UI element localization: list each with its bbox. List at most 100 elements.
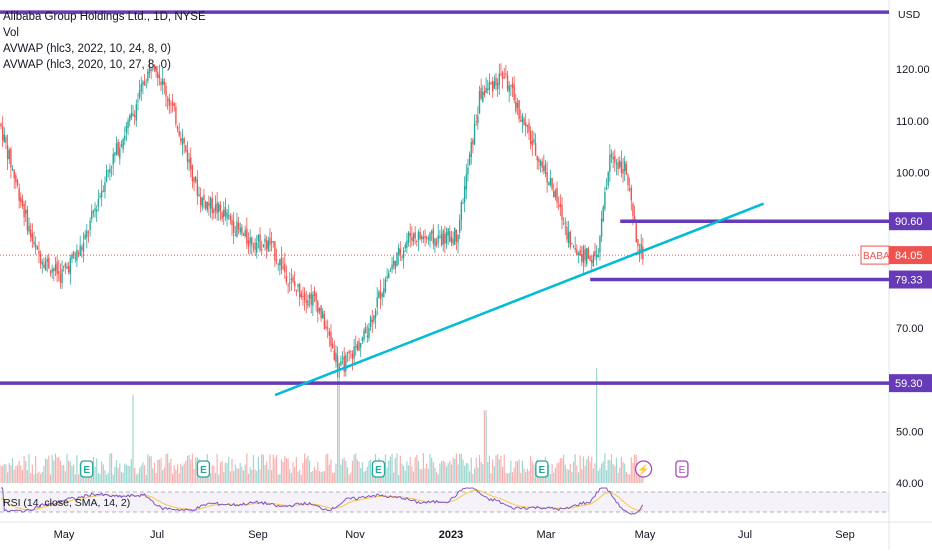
candle-body (442, 230, 444, 245)
volume-bar (73, 464, 75, 483)
earnings-marker[interactable] (371, 460, 386, 478)
candle-body (516, 102, 519, 108)
volume-bar (257, 456, 259, 483)
volume-bar (274, 458, 276, 483)
candle-body (91, 211, 93, 220)
volume-bar (129, 465, 131, 483)
volume-bar (233, 471, 235, 483)
rsi-legend[interactable]: RSI (14, close, SMA, 14, 2) (3, 497, 131, 509)
volume-bar (492, 459, 494, 483)
candle-body (104, 182, 106, 193)
candle-body (429, 232, 431, 241)
candle-body (48, 257, 50, 269)
legend-avwap-2020[interactable]: AVWAP (hlc3, 2020, 10, 27, 8, 0) (3, 59, 171, 71)
volume-bar (341, 459, 344, 483)
volume-bar (190, 459, 192, 483)
volume-bar (602, 461, 604, 483)
candle-body (313, 291, 316, 297)
future-earnings-marker[interactable] (675, 460, 689, 478)
volume-bar (630, 457, 632, 483)
volume-bar (566, 469, 568, 483)
legend-avwap-2022[interactable]: AVWAP (hlc3, 2022, 10, 24, 8, 0) (3, 43, 171, 55)
volume-bar (406, 461, 408, 483)
volume-bar (607, 459, 609, 483)
candle-body (137, 100, 139, 103)
legend-volume[interactable]: Vol (3, 27, 19, 39)
x-tick-label: Sep (248, 529, 268, 541)
volume-bar (569, 463, 571, 483)
volume-bar (429, 453, 431, 483)
candle-body (571, 243, 573, 245)
volume-bar (577, 472, 580, 483)
candle-body (71, 254, 73, 260)
candle-body (100, 190, 103, 198)
volume-bar (312, 470, 314, 483)
candle-body (115, 143, 118, 155)
volume-bar (178, 473, 180, 483)
volume-bar (21, 469, 24, 483)
earnings-marker[interactable] (80, 460, 94, 478)
candle-body (261, 249, 263, 251)
volume-bar (572, 461, 575, 483)
legend-title[interactable]: Alibaba Group Holdings Ltd., 1D, NYSE (3, 11, 206, 23)
volume-bar (285, 458, 288, 483)
volume-bar (502, 466, 504, 483)
candle-body (66, 266, 68, 269)
volume-bar (472, 473, 474, 483)
candle-body (33, 241, 35, 245)
volume-bar (43, 466, 45, 483)
earnings-marker[interactable] (535, 460, 549, 478)
volume-bar (396, 453, 398, 483)
volume-bar (160, 458, 162, 483)
volume-bar (96, 458, 98, 483)
candle-body (140, 84, 142, 92)
volume-bar (477, 467, 479, 483)
volume-bar (581, 469, 583, 483)
volume-bar (584, 465, 586, 483)
volume-bar (464, 465, 466, 483)
candle-body (363, 329, 365, 340)
earnings-marker[interactable] (196, 460, 211, 478)
candle-body (94, 208, 96, 211)
candle-body (229, 215, 232, 220)
volume-bar (368, 460, 370, 483)
volume-bar (627, 474, 629, 483)
candle-body (493, 81, 496, 89)
volume-bar (332, 472, 334, 483)
volume-bar (411, 466, 413, 483)
volume-bar (401, 463, 403, 483)
candle-body (249, 237, 251, 244)
candle-body (269, 237, 271, 246)
candle-body (59, 274, 62, 283)
volume-bar (440, 461, 443, 483)
volume-bar (31, 464, 33, 483)
volume-bar (221, 460, 223, 483)
candle-body (602, 207, 604, 222)
candle-body (457, 234, 459, 243)
level-price-label: 59.30 (895, 378, 923, 390)
volume-bar (530, 456, 532, 483)
candle-body (223, 209, 225, 218)
candle-body (620, 161, 623, 173)
candle-body (44, 261, 47, 271)
candle-body (635, 223, 637, 243)
volume-bar (388, 460, 390, 483)
volume-bar (264, 464, 266, 483)
candle-body (490, 82, 492, 84)
candle-body (244, 230, 246, 237)
candle-body (556, 187, 558, 203)
candle-body (92, 210, 95, 213)
candle-body (114, 152, 116, 156)
trendline[interactable] (274, 202, 765, 397)
candle-body (239, 228, 241, 233)
split-marker[interactable] (634, 460, 653, 478)
candle-body (237, 223, 240, 229)
candle-body (558, 205, 560, 207)
y-tick-label: 40.00 (896, 478, 924, 490)
candle-body (383, 288, 385, 298)
volume-bar (615, 457, 618, 483)
volume-bar (558, 462, 560, 483)
volume-bar (35, 455, 37, 483)
